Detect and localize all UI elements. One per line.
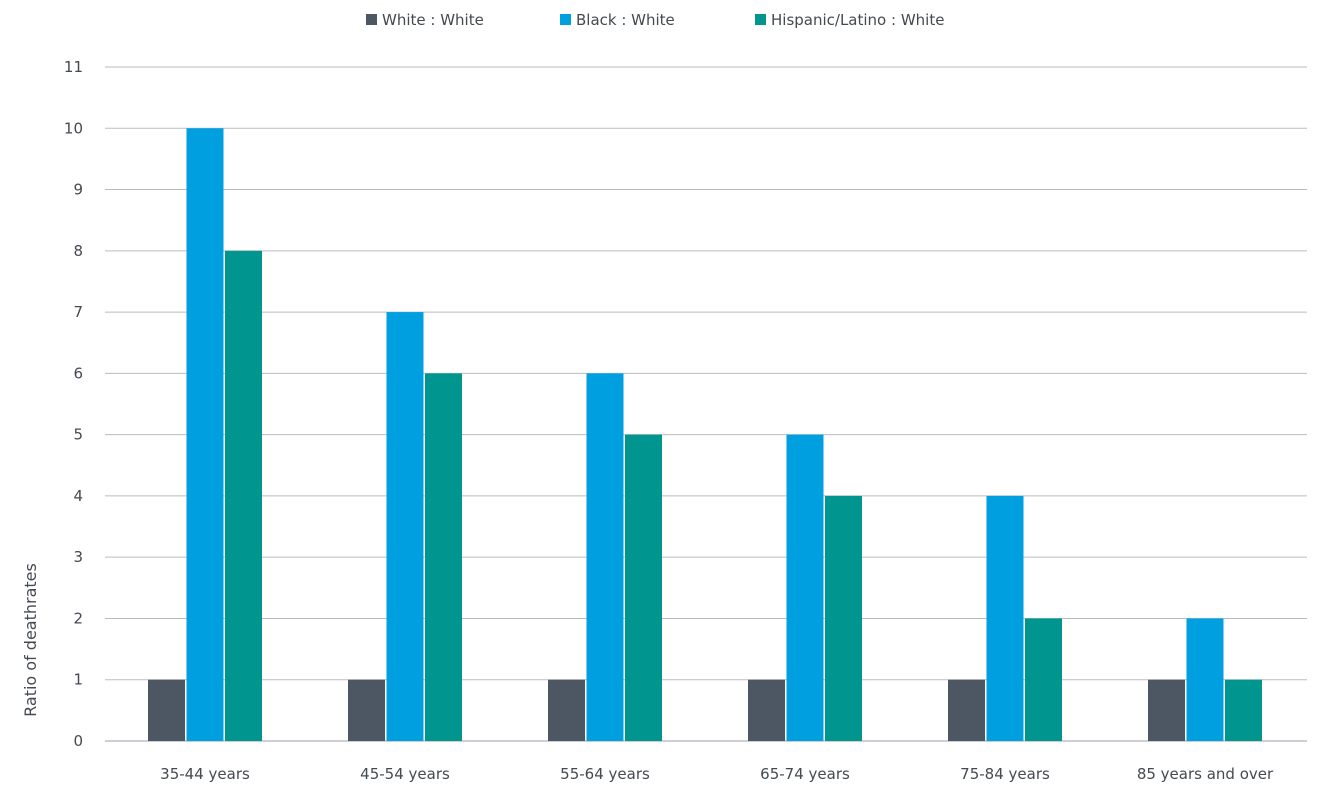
bar-black-white-85-years-and-over — [1186, 618, 1224, 741]
bar-hispanic-latino-white-65-74-years — [825, 495, 862, 741]
y-tick-label-11: 11 — [64, 58, 83, 76]
bar-white-white-55-64-years — [548, 679, 585, 741]
bar-white-white-75-84-years — [948, 679, 985, 741]
x-tick-label-65-74-years: 65-74 years — [760, 765, 850, 783]
x-tick-label-85-years-and-over: 85 years and over — [1137, 765, 1274, 783]
legend-swatch-hispanic-latino-white — [755, 14, 766, 25]
legend-label-black-white: Black : White — [576, 11, 675, 29]
bar-black-white-45-54-years — [386, 312, 424, 741]
y-tick-label-8: 8 — [73, 242, 83, 260]
bar-hispanic-latino-white-75-84-years — [1025, 618, 1062, 741]
bar-hispanic-latino-white-35-44-years — [225, 250, 262, 741]
y-tick-label-4: 4 — [73, 487, 83, 505]
legend-label-hispanic-latino-white: Hispanic/Latino : White — [771, 11, 944, 29]
y-tick-label-9: 9 — [73, 181, 83, 199]
y-tick-label-0: 0 — [73, 732, 83, 750]
y-axis-title: Ratio of deathrates — [21, 563, 40, 717]
bar-black-white-35-44-years — [186, 128, 224, 742]
y-axis-ticks: 0 1 2 3 4 5 6 7 8 9 10 11 — [64, 58, 83, 750]
y-tick-label-10: 10 — [64, 119, 83, 137]
bars — [148, 128, 1262, 742]
bar-hispanic-latino-white-45-54-years — [425, 373, 462, 741]
bar-white-white-35-44-years — [148, 679, 185, 741]
bar-hispanic-latino-white-85-years-and-over — [1225, 679, 1262, 741]
x-tick-label-75-84-years: 75-84 years — [960, 765, 1050, 783]
x-tick-label-35-44-years: 35-44 years — [160, 765, 250, 783]
bar-black-white-55-64-years — [586, 373, 624, 741]
bar-white-white-85-years-and-over — [1148, 679, 1185, 741]
bar-white-white-65-74-years — [748, 679, 785, 741]
y-tick-label-1: 1 — [73, 671, 83, 689]
legend-label-white-white: White : White — [382, 11, 484, 29]
y-tick-label-6: 6 — [73, 364, 83, 382]
x-tick-label-55-64-years: 55-64 years — [560, 765, 650, 783]
legend-swatch-black-white — [560, 14, 571, 25]
x-axis-ticks: 35-44 years 45-54 years 55-64 years 65-74 y… — [160, 765, 1274, 783]
bar-white-white-45-54-years — [348, 679, 385, 741]
y-tick-label-3: 3 — [73, 548, 83, 566]
y-tick-label-5: 5 — [73, 426, 83, 444]
legend: White : White Black : White Hispanic/Latin… — [366, 11, 944, 29]
y-tick-label-2: 2 — [73, 609, 83, 627]
bar-black-white-75-84-years — [986, 495, 1024, 741]
bar-hispanic-latino-white-55-64-years — [625, 434, 662, 741]
bar-black-white-65-74-years — [786, 434, 824, 741]
legend-swatch-white-white — [366, 14, 377, 25]
x-tick-label-45-54-years: 45-54 years — [360, 765, 450, 783]
gridlines — [105, 66, 1307, 742]
y-tick-label-7: 7 — [73, 303, 83, 321]
